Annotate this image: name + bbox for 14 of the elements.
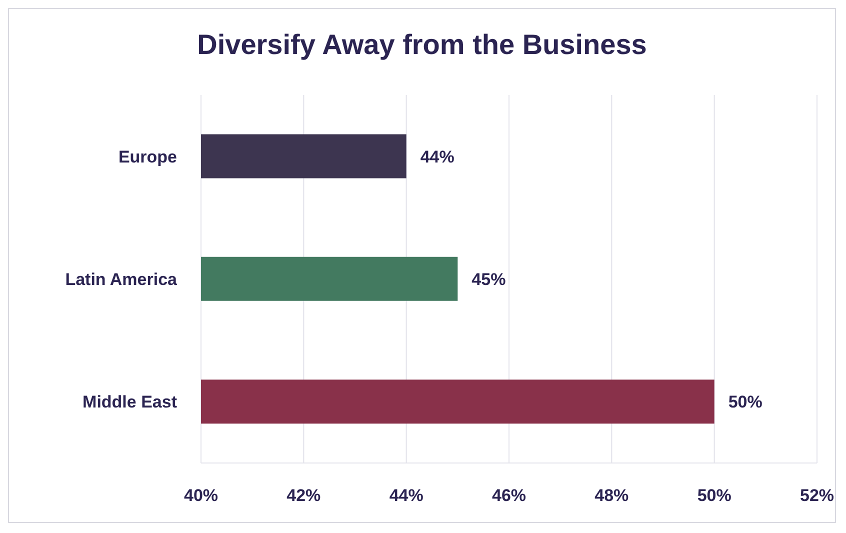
x-tick-label: 42% xyxy=(286,486,321,506)
data-label: 44% xyxy=(420,147,454,166)
x-tick-label: 46% xyxy=(492,486,526,506)
y-tick-label: Middle East xyxy=(82,392,178,412)
x-tick-label: 48% xyxy=(594,486,629,506)
x-tick-label: 44% xyxy=(389,486,424,506)
x-tick-label: 40% xyxy=(184,486,218,506)
y-tick-label: Europe xyxy=(118,147,177,166)
chart-title: Diversify Away from the Business xyxy=(196,28,648,62)
y-tick-label: Latin America xyxy=(65,270,178,290)
x-tick-label: 50% xyxy=(697,486,732,506)
data-label: 50% xyxy=(728,392,762,412)
data-label: 45% xyxy=(472,270,506,289)
x-tick-label: 52% xyxy=(800,486,834,506)
